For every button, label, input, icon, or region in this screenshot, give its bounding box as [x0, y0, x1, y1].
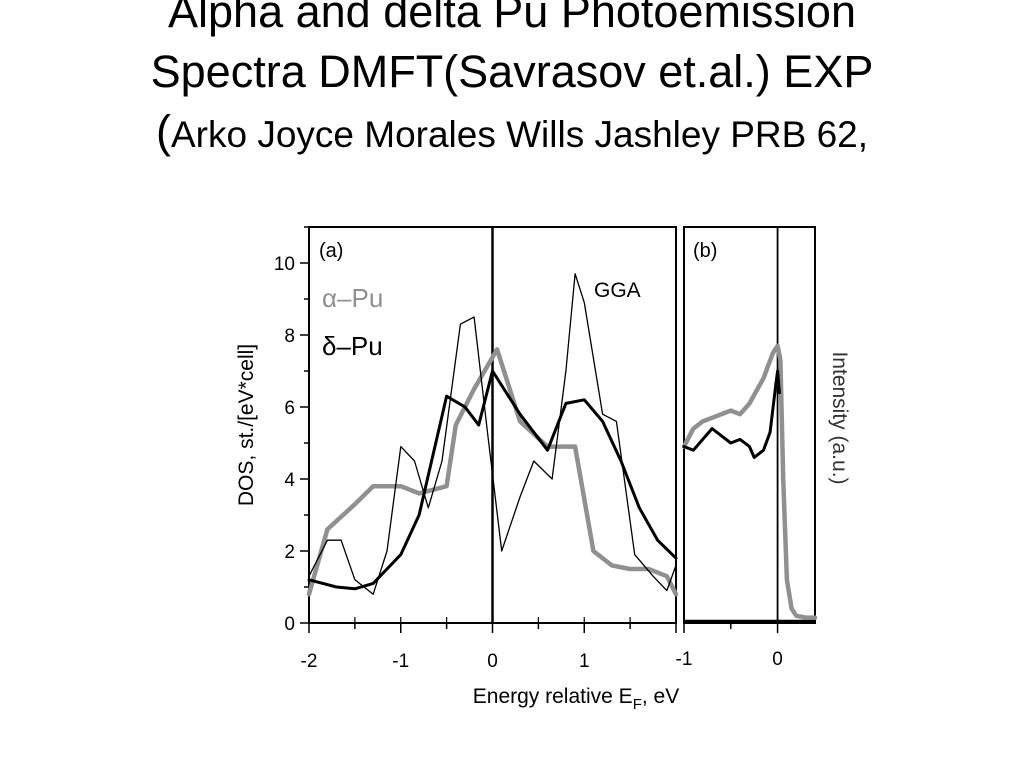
x-axis-label-suffix: , eV — [642, 685, 679, 708]
y-tick-label: 10 — [274, 254, 295, 275]
title-line-1: Alpha and delta Pu Photoemission — [168, 0, 856, 37]
slide-title: Alpha and delta Pu Photoemission Spectra… — [0, 0, 1024, 165]
panel-b-series-line-delta-pu — [682, 369, 781, 459]
gga-annotation: GGA — [594, 279, 641, 302]
panel-b-series-line-alpha-pu — [681, 343, 818, 620]
panel-a-series-line-gga — [308, 273, 677, 595]
title-paren: ( — [155, 106, 171, 157]
x-tick-label: 1 — [579, 651, 590, 672]
x-axis-label-main: Energy relative E — [473, 685, 633, 708]
x-tick-label: 0 — [772, 649, 783, 670]
title-line-3: (Arko Joyce Morales Wills Jashley PRB 62… — [0, 102, 1024, 165]
x-axis-label-subscript: F — [633, 696, 642, 713]
title-line-2: Spectra DMFT(Savrasov et.al.) EXP — [150, 46, 874, 97]
legend-alpha-pu: α–Pu — [322, 283, 383, 313]
panel-a-series-line-alpha-pu — [306, 347, 679, 597]
y-tick-label: 6 — [284, 398, 295, 419]
panel-a-label: (a) — [319, 240, 343, 262]
intensity-axis-label: Intensity (a.u.) — [828, 351, 851, 484]
panel-b-label: (b) — [693, 240, 717, 262]
y-tick-label: 4 — [284, 470, 295, 491]
panel-b: -1 0 (b) Intensity (a.u.) — [676, 226, 851, 670]
x-axis-label: Energy relative EF, eV — [473, 685, 679, 713]
panel-b-frame — [683, 226, 816, 624]
y-tick-label: 2 — [284, 542, 295, 563]
panel-a: 0 2 4 6 8 10 -2 -1 0 1 (a) GGA α–Pu δ–Pu DOS, st./[eV*… — [235, 226, 679, 672]
x-tick-label: -2 — [301, 651, 318, 672]
x-tick-label: -1 — [392, 651, 409, 672]
title-citation: Arko Joyce Morales Wills Jashley PRB 62, — [170, 114, 869, 155]
x-tick-label: 0 — [487, 651, 498, 672]
shared-labels: Energy relative EF, eV — [473, 685, 679, 713]
y-axis-label: DOS, st./[eV*cell] — [235, 344, 258, 506]
legend-delta-pu: δ–Pu — [322, 331, 383, 361]
panel-a-series-line-delta-pu — [307, 369, 678, 591]
x-tick-label: -1 — [676, 649, 693, 670]
y-tick-label: 8 — [284, 326, 295, 347]
y-tick-label: 0 — [284, 614, 295, 635]
